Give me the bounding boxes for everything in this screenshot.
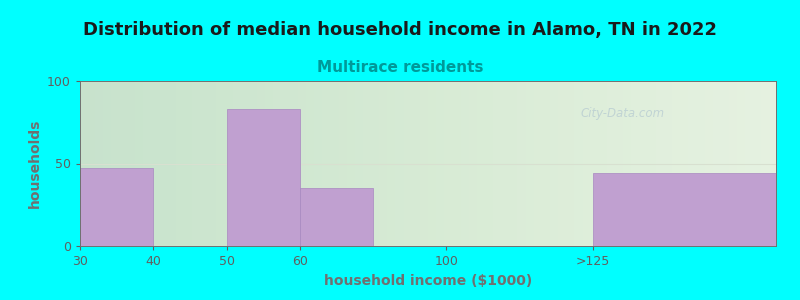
- Text: City-Data.com: City-Data.com: [581, 107, 665, 121]
- Bar: [80, 168, 154, 246]
- Bar: [300, 188, 373, 246]
- Text: Distribution of median household income in Alamo, TN in 2022: Distribution of median household income …: [83, 21, 717, 39]
- Y-axis label: households: households: [27, 119, 42, 208]
- Bar: [593, 173, 776, 246]
- Text: Multirace residents: Multirace residents: [317, 60, 483, 75]
- X-axis label: household income ($1000): household income ($1000): [324, 274, 532, 288]
- Bar: [226, 109, 300, 246]
